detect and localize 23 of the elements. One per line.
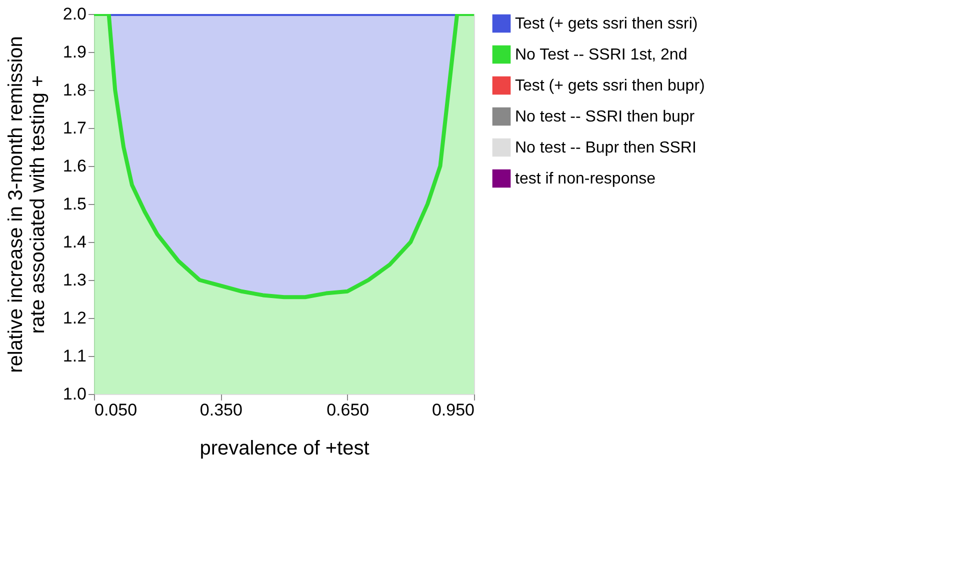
y-tick-label: 1.9 bbox=[62, 42, 86, 62]
y-tick-label: 1.0 bbox=[62, 384, 86, 404]
y-axis-title: relative increase in 3-month remission rate associated with testing + bbox=[4, 36, 49, 373]
legend-label: test if non-response bbox=[515, 170, 656, 188]
x-tick-label: 0.950 bbox=[432, 400, 474, 420]
legend-label: No Test -- SSRI 1st, 2nd bbox=[515, 46, 688, 64]
y-tick-label: 1.7 bbox=[62, 118, 86, 138]
y-tick-label: 1.5 bbox=[62, 194, 86, 214]
y-tick-label: 1.6 bbox=[62, 156, 86, 176]
legend-label: Test (+ gets ssri then bupr) bbox=[515, 78, 705, 94]
y-tick-label: 1.1 bbox=[62, 346, 86, 366]
y-tick-label: 2.0 bbox=[62, 4, 86, 24]
y-tick-label: 1.8 bbox=[62, 80, 86, 100]
legend-label: Test (+ gets ssri then ssri) bbox=[515, 16, 698, 32]
y-tick-label: 1.2 bbox=[62, 308, 86, 328]
x-tick-label: 0.350 bbox=[200, 400, 242, 420]
legend-label: No test -- Bupr then SSRI bbox=[515, 140, 696, 156]
legend-label: No test -- SSRI then bupr bbox=[515, 108, 696, 126]
x-tick-label: 0.050 bbox=[94, 400, 138, 420]
y-tick-label: 1.3 bbox=[62, 270, 86, 290]
x-axis-title: prevalence of +test bbox=[200, 438, 370, 460]
y-tick-label: 1.4 bbox=[62, 232, 86, 252]
x-tick-label: 0.650 bbox=[326, 400, 370, 420]
